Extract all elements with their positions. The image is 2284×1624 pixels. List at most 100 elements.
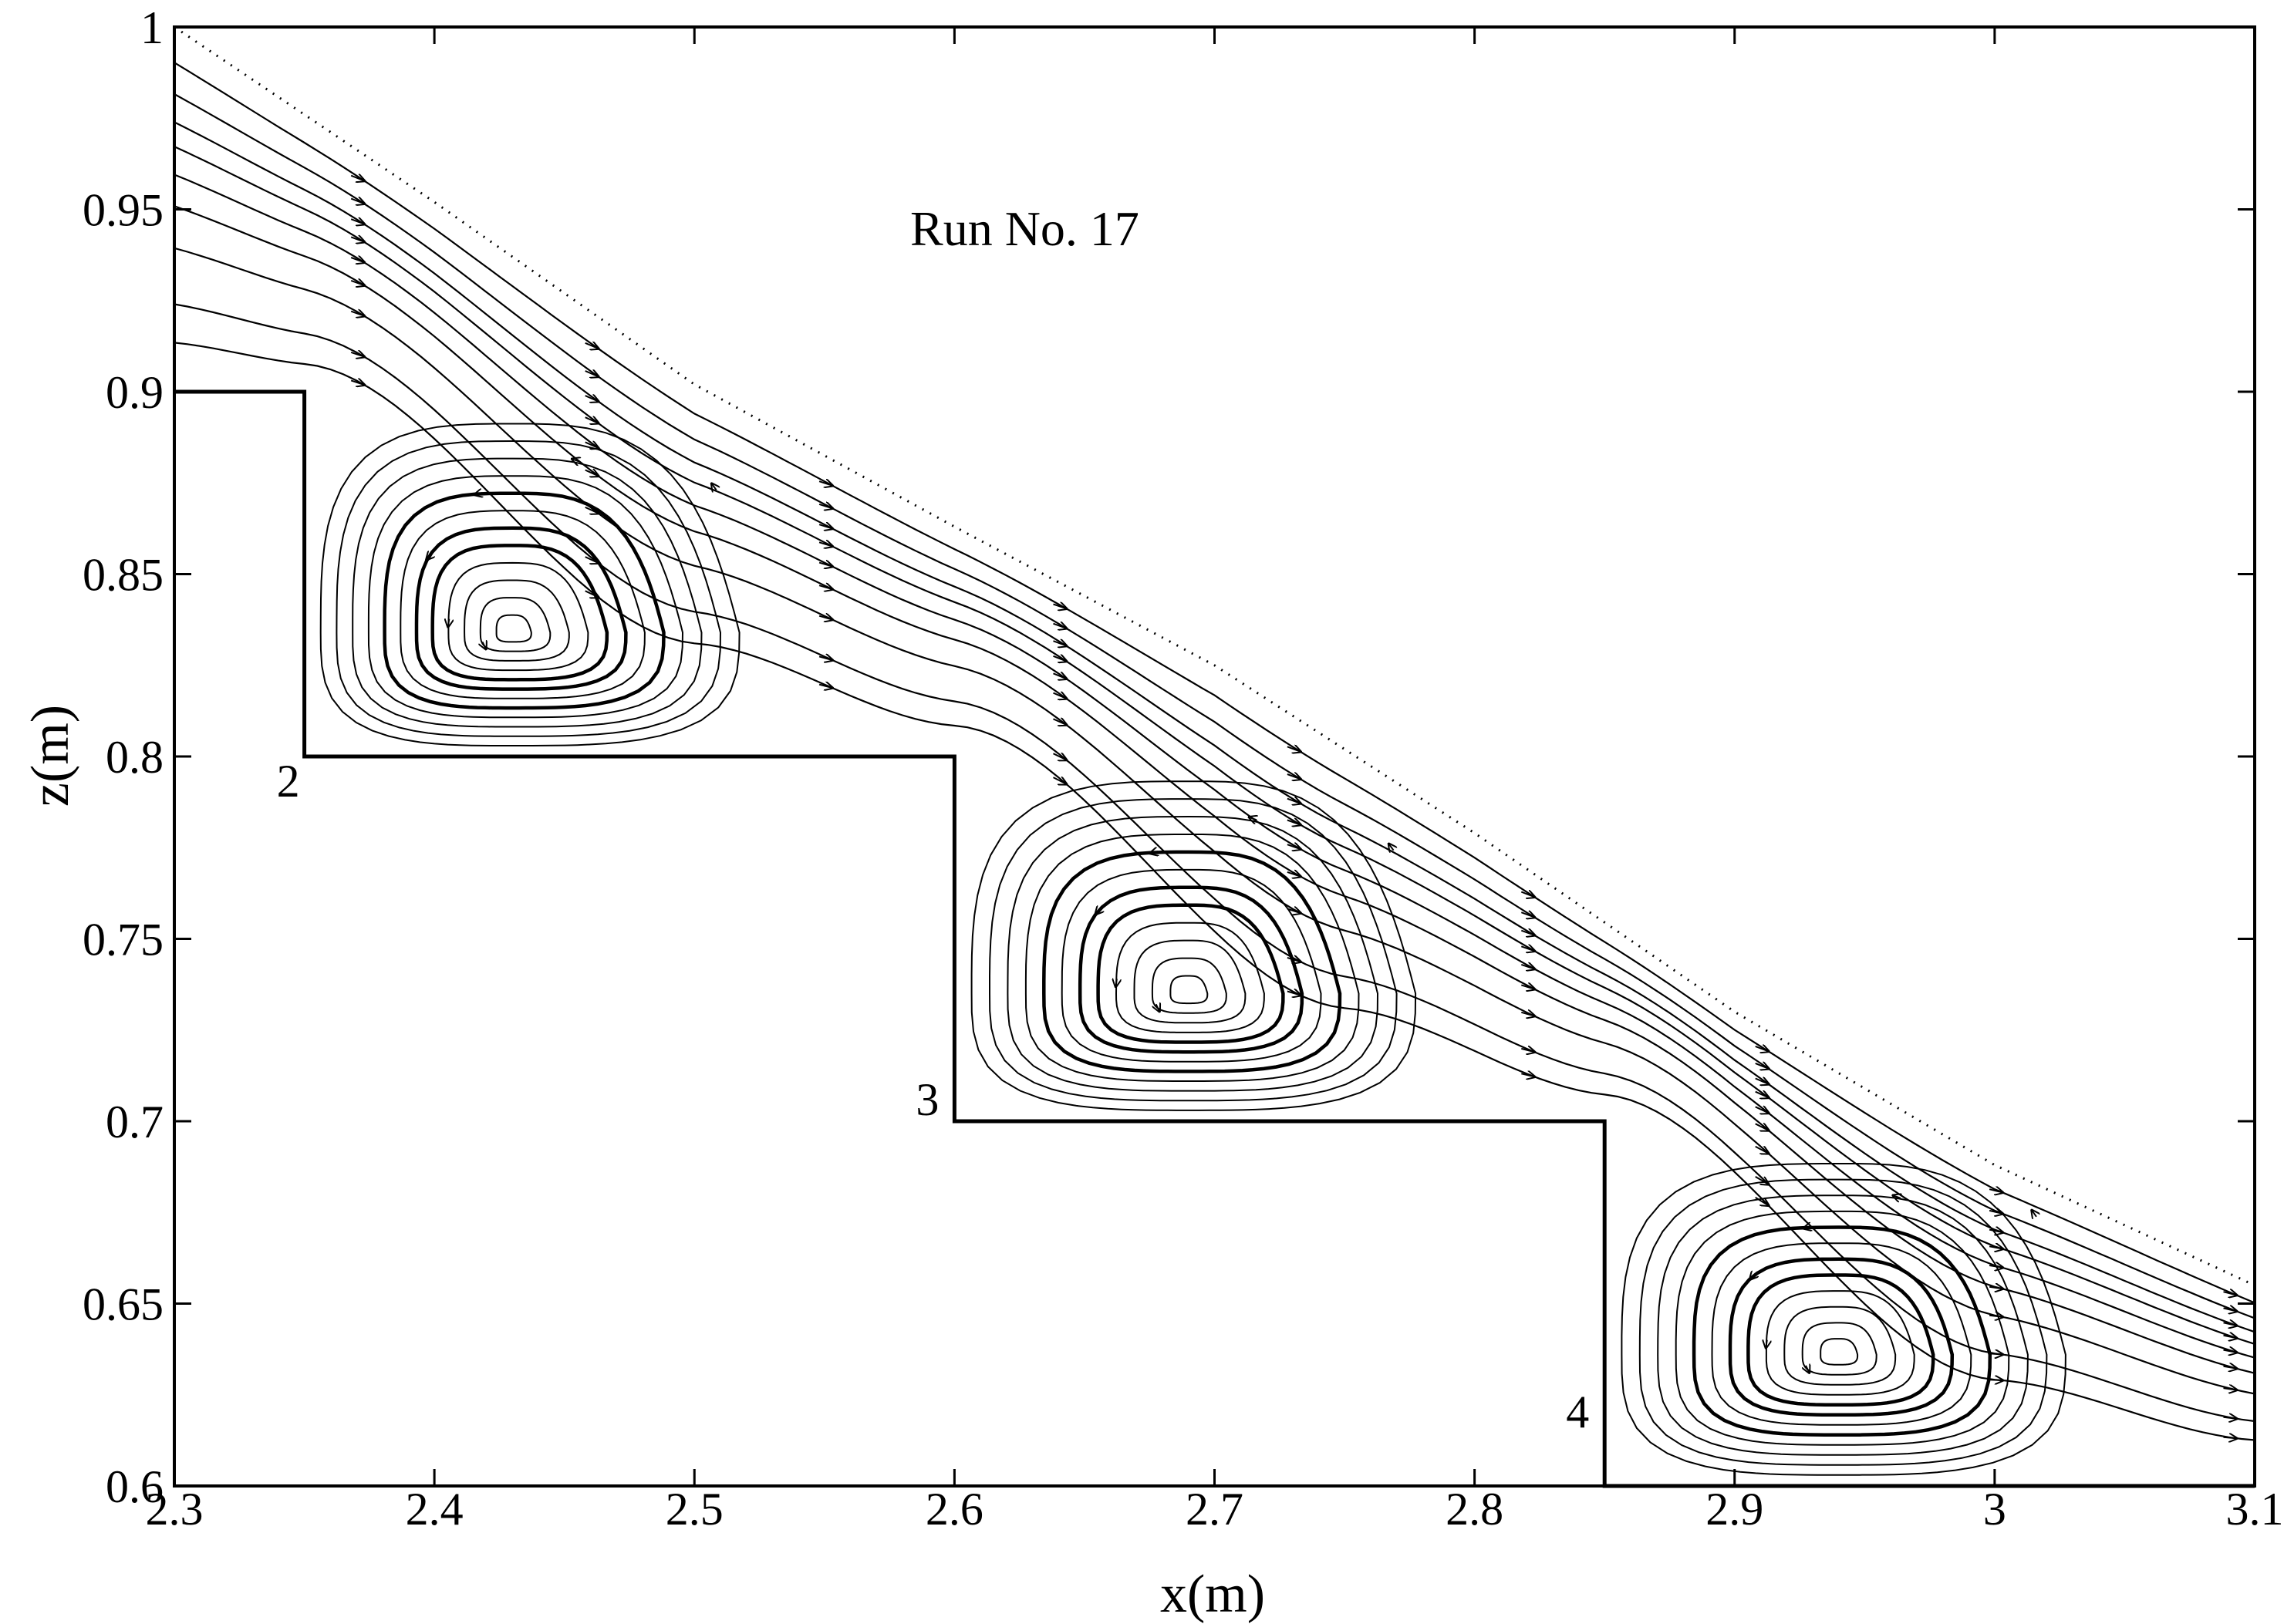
- vortex-arrow: [1750, 1273, 1756, 1279]
- step-profile: [174, 389, 2255, 1488]
- streamline: [174, 62, 2255, 1304]
- streamline-arrow: [585, 470, 599, 477]
- vortex-arrow: [1156, 1004, 1159, 1011]
- free-surface-line: [174, 25, 2255, 1287]
- streamline-arrow: [2223, 1336, 2237, 1338]
- streamline-arrow: [2223, 1388, 2237, 1390]
- x-axis-ticks: 2.3 2.4 2.5 2.6 2.7 2.8 2.9 3 3.1: [146, 27, 2284, 1535]
- vortex-streamline: [414, 526, 628, 691]
- x-tick-label: 2.6: [926, 1484, 983, 1535]
- streamline-arrow: [585, 371, 599, 376]
- vortex-streamline: [400, 510, 646, 699]
- streamline-arrow: [2223, 1417, 2237, 1419]
- streamline-arrow: [1520, 892, 1534, 898]
- streamline-arrow: [818, 481, 832, 486]
- vortex-arrow: [475, 493, 483, 494]
- streamline-arrow: [1287, 844, 1301, 849]
- streamline-arrow: [1755, 1176, 1769, 1184]
- streamline-arrow: [1989, 1211, 2002, 1214]
- step-labels: 2 3 4: [277, 756, 1590, 1437]
- vortex-arrow: [1116, 979, 1117, 986]
- streamline-arrow: [818, 504, 832, 508]
- streamline-arrow: [1287, 909, 1301, 914]
- streamline-arrow: [585, 343, 599, 349]
- streamline-arrow: [1287, 774, 1301, 779]
- vortex-arrow: [712, 483, 717, 490]
- streamline-arrow: [1521, 1073, 1534, 1076]
- vortex-streamline: [1151, 957, 1227, 1014]
- streamline-arrow: [1989, 1189, 2002, 1192]
- vortex-streamline: [1007, 815, 1379, 1092]
- step-label: 2: [277, 756, 300, 807]
- streamline-arrow: [1755, 1107, 1769, 1113]
- vortex-arrow: [1806, 1366, 1809, 1373]
- step-label: 3: [916, 1074, 939, 1125]
- streamline-arrow: [818, 656, 832, 660]
- streamline-arrow: [1521, 985, 1534, 989]
- run-annotation: Run No. 17: [910, 201, 1139, 256]
- vortex-arrow: [483, 642, 486, 649]
- streamline-arrow: [818, 585, 832, 589]
- streamline-arrow: [818, 563, 832, 567]
- streamline-arrow: [2223, 1437, 2237, 1438]
- vortex-arrow: [1389, 844, 1394, 851]
- y-tick-label: 0.65: [83, 1279, 164, 1330]
- vortex-arrow: [572, 459, 579, 461]
- vortex-streamline: [447, 561, 589, 672]
- vortex-streamline: [1078, 885, 1304, 1054]
- streamline-arrow: [1755, 1046, 1769, 1051]
- streamline-arrow: [1989, 1353, 2002, 1354]
- streamline-arrow: [350, 219, 364, 224]
- x-tick-label: 2.5: [666, 1484, 724, 1535]
- vortex-arrow: [1250, 817, 1257, 820]
- streamline-arrow: [1755, 1124, 1769, 1130]
- streamline: [174, 93, 2255, 1319]
- streamline-arrow: [2223, 1322, 2237, 1326]
- streamline-arrow: [1287, 799, 1301, 804]
- streamline-arrow: [2223, 1308, 2237, 1311]
- streamline-arrow: [1287, 992, 1301, 996]
- streamline-arrow: [350, 258, 364, 262]
- vortices: [319, 423, 2066, 1476]
- streamline-arrow: [585, 417, 599, 423]
- streamline-arrow: [818, 616, 832, 620]
- vortex-streamline: [1133, 939, 1247, 1024]
- vortex-streamline: [464, 579, 570, 662]
- y-axis-label: z(m): [21, 705, 80, 807]
- vortex-streamline: [1692, 1225, 1992, 1437]
- vortex-streamline: [1061, 868, 1322, 1063]
- x-tick-label: 2.7: [1186, 1484, 1243, 1535]
- streamline-arrow: [2223, 1350, 2237, 1353]
- streamline-arrow: [818, 685, 832, 688]
- vortex-streamline: [1801, 1322, 1877, 1376]
- streamline-arrow: [1989, 1287, 2002, 1289]
- streamline: [174, 342, 2255, 1441]
- vortex-streamline: [1169, 975, 1209, 1005]
- vortex-arrow: [1894, 1195, 1901, 1198]
- x-tick-label: 3.1: [2226, 1484, 2284, 1535]
- y-tick-label: 0.8: [106, 732, 164, 783]
- streamline-arrow: [350, 237, 364, 241]
- x-tick-label: 2.3: [146, 1484, 204, 1535]
- vortex-streamline: [1115, 922, 1265, 1033]
- x-axis-label: x(m): [1160, 1565, 1265, 1624]
- vortex-streamline: [1711, 1242, 1972, 1426]
- vortex-arrow: [2032, 1211, 2036, 1217]
- streamline: [174, 121, 2255, 1333]
- y-tick-label: 0.9: [106, 367, 164, 418]
- vortex-streamline: [1765, 1290, 1915, 1396]
- vortex-streamline: [1746, 1273, 1935, 1407]
- streamline-arrow: [1520, 931, 1534, 935]
- streamline-arrow: [585, 557, 599, 563]
- vortex-streamline: [367, 475, 684, 719]
- streamline-arrow: [350, 281, 364, 285]
- vortex-streamline: [1024, 834, 1360, 1082]
- streamline-arrow: [585, 396, 599, 401]
- streamline-arrow: [350, 352, 364, 357]
- streamline-arrow: [1053, 624, 1067, 628]
- streamline-arrow: [1053, 719, 1067, 725]
- vortex-streamline: [1820, 1338, 1859, 1366]
- vortex-streamline: [970, 780, 1417, 1111]
- streamline-arrow: [1520, 965, 1534, 969]
- vortex-streamline: [383, 491, 666, 710]
